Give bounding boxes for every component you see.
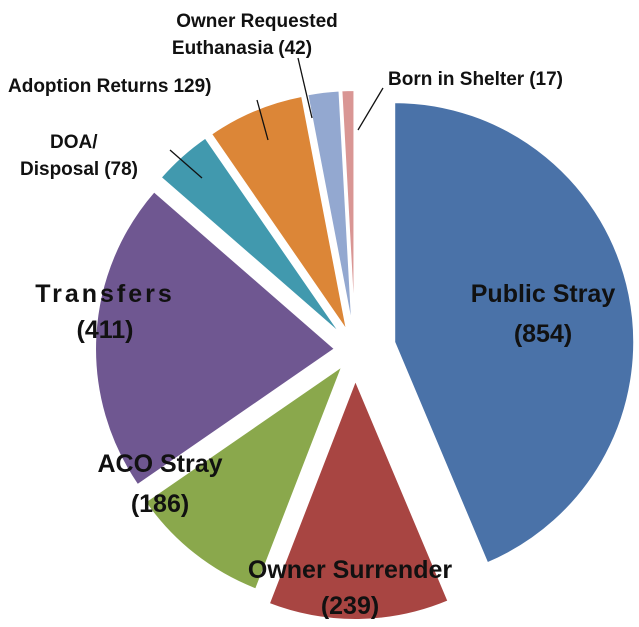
leader-line — [256, 99, 269, 141]
pie-slice — [306, 89, 354, 331]
slice-label: Owner Surrender — [248, 556, 452, 584]
value-label: (17) — [529, 69, 563, 90]
pie-slice — [94, 189, 337, 487]
value-label: (78) — [104, 159, 138, 180]
pie-slice — [159, 136, 343, 336]
slice-label: Owner Requested Euthanasia — [172, 11, 338, 59]
leader-line — [169, 149, 203, 179]
pie-slice — [209, 94, 349, 333]
slice-label: Public Stray — [471, 280, 616, 308]
slice-label: DOA/Disposal — [20, 132, 99, 180]
pie-slice — [393, 101, 636, 565]
leader-line — [357, 87, 384, 131]
labels: Public Stray (854) Owner Surrender (239) ACO… — [8, 11, 615, 620]
pie-slice — [143, 363, 345, 591]
leader-line — [297, 57, 313, 119]
value-label: (186) — [131, 490, 189, 518]
slice-label: Born in Shelter — [388, 69, 525, 90]
slice-label: Transfers — [35, 280, 175, 308]
value-label: (411) — [77, 316, 134, 344]
value-label: (42) — [278, 38, 312, 59]
pie — [94, 89, 636, 621]
slice-label: Adoption Returns — [8, 76, 168, 97]
pie-slice — [267, 377, 450, 621]
value-label: 129) — [173, 76, 211, 97]
value-label: (239) — [321, 592, 379, 620]
leader-lines — [169, 57, 384, 179]
slice-label: ACO Stray — [97, 450, 222, 478]
value-label: (854) — [514, 320, 572, 348]
pie-slice — [340, 89, 356, 331]
